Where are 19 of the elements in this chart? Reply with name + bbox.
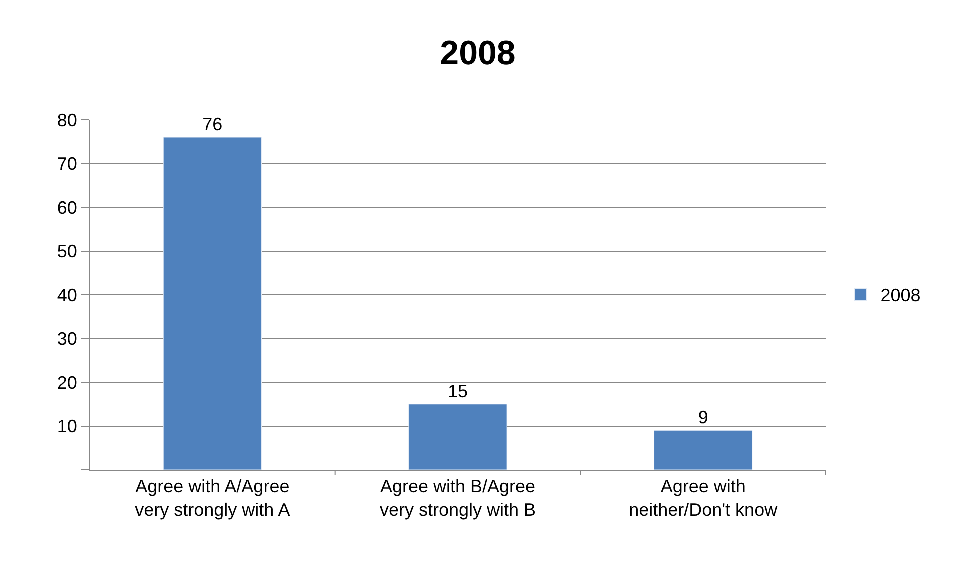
bar: [163, 137, 262, 470]
chart-title: 2008: [440, 34, 516, 72]
y-tick-label: 80: [57, 110, 78, 130]
bar: [654, 430, 753, 470]
y-tick-label: 70: [57, 154, 78, 174]
y-tick-label: 20: [57, 372, 78, 393]
y-tick-label: 50: [57, 242, 78, 262]
y-tick-label: 10: [57, 416, 78, 437]
data-label: 15: [448, 381, 468, 402]
bar: [408, 404, 508, 470]
data-label: 9: [698, 408, 708, 428]
x-tick-label: Agree with neither/Don't know: [629, 476, 779, 520]
data-label: 76: [202, 114, 223, 134]
x-tick-label: Agree with A/Agree very strongly with A: [135, 476, 290, 520]
y-tick-label: 30: [57, 329, 78, 350]
y-tick-label: 60: [57, 198, 78, 218]
x-tick-label: Agree with B/Agree very strongly with B: [380, 476, 536, 520]
y-tick-label: 40: [57, 285, 78, 306]
legend-label: 2008: [880, 286, 921, 306]
